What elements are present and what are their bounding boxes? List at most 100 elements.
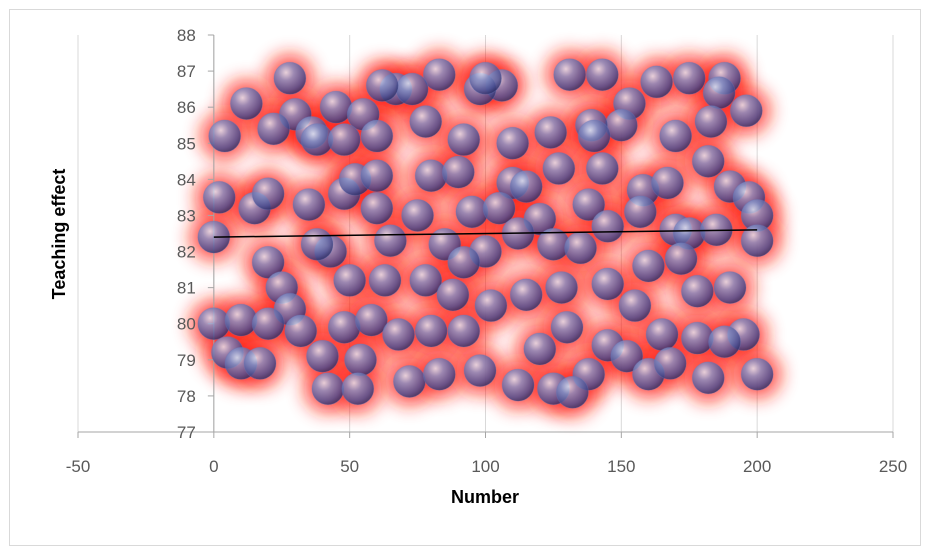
- x-tick-label: 150: [607, 457, 635, 476]
- y-tick-label: 85: [177, 134, 196, 153]
- point: [409, 263, 443, 297]
- point: [645, 318, 679, 352]
- point: [653, 346, 687, 380]
- point: [273, 61, 307, 95]
- point: [591, 267, 625, 301]
- point: [311, 372, 345, 406]
- y-tick-label: 80: [177, 315, 196, 334]
- point: [441, 155, 475, 189]
- point: [640, 65, 674, 99]
- point: [591, 209, 625, 243]
- point: [251, 177, 285, 211]
- point: [618, 289, 652, 323]
- point: [251, 245, 285, 279]
- y-tick-label: 83: [177, 206, 196, 225]
- point: [691, 361, 725, 395]
- point: [382, 318, 416, 352]
- point: [509, 170, 543, 204]
- point: [447, 245, 481, 279]
- point: [632, 249, 665, 283]
- point: [564, 231, 598, 265]
- point: [306, 339, 339, 373]
- point: [414, 314, 448, 348]
- point: [501, 368, 535, 402]
- x-axis-label: Number: [451, 487, 519, 507]
- point: [509, 278, 543, 312]
- point: [555, 375, 589, 409]
- point: [202, 180, 236, 214]
- point: [680, 274, 714, 308]
- x-tick-label: 250: [879, 457, 907, 476]
- y-tick-label: 79: [177, 351, 196, 370]
- point: [327, 123, 361, 157]
- point: [360, 159, 394, 193]
- point: [474, 289, 508, 323]
- point: [740, 224, 774, 258]
- point: [542, 152, 576, 186]
- point: [401, 198, 435, 232]
- point: [523, 332, 557, 366]
- x-tick-label: -50: [66, 457, 91, 476]
- point: [409, 105, 443, 139]
- point: [577, 119, 611, 153]
- point: [534, 115, 568, 149]
- point: [368, 263, 402, 297]
- point: [229, 87, 263, 121]
- point: [257, 112, 291, 146]
- points: [197, 58, 774, 409]
- point: [469, 61, 502, 95]
- point: [585, 58, 619, 92]
- trendline: [213, 229, 758, 238]
- y-tick-label: 82: [177, 243, 196, 262]
- point: [341, 372, 375, 406]
- point: [422, 357, 456, 391]
- y-tick-label: 84: [177, 170, 196, 189]
- point: [482, 191, 516, 225]
- point: [395, 72, 429, 106]
- point: [664, 242, 698, 276]
- y-tick-label: 88: [177, 26, 196, 45]
- point: [740, 357, 774, 391]
- y-tick-label: 86: [177, 98, 196, 117]
- point: [623, 195, 657, 229]
- point: [354, 303, 388, 337]
- y-tick-label: 78: [177, 387, 196, 406]
- point: [463, 354, 497, 388]
- point: [545, 271, 579, 305]
- point: [251, 307, 285, 341]
- point: [694, 105, 728, 139]
- point: [496, 126, 530, 160]
- point: [702, 76, 736, 110]
- point: [550, 310, 584, 344]
- point: [651, 166, 685, 200]
- point: [553, 58, 587, 92]
- point: [447, 123, 481, 157]
- point: [344, 343, 378, 377]
- point: [447, 314, 481, 348]
- point: [373, 224, 407, 258]
- point: [365, 69, 399, 103]
- point: [659, 119, 693, 153]
- point: [572, 188, 606, 222]
- point: [360, 191, 394, 225]
- point: [422, 58, 456, 92]
- point: [392, 364, 426, 398]
- x-tick-label: 50: [340, 457, 359, 476]
- point: [610, 339, 644, 373]
- point: [585, 152, 619, 186]
- x-tick-label: 200: [743, 457, 771, 476]
- point: [672, 61, 706, 95]
- point: [360, 119, 394, 153]
- point: [729, 94, 763, 128]
- y-tick-label: 77: [177, 423, 196, 442]
- point: [292, 188, 326, 222]
- point: [284, 314, 318, 348]
- y-tick-label: 81: [177, 279, 196, 298]
- y-axis-label: Teaching effect: [49, 169, 69, 300]
- point: [300, 227, 334, 261]
- point: [708, 325, 742, 359]
- labels: -50 0 50 100 150 200 250 77 78 79 80 81 82 83 84 85 86 87…: [66, 26, 907, 476]
- y-tick-label: 87: [177, 62, 196, 81]
- point: [713, 271, 747, 305]
